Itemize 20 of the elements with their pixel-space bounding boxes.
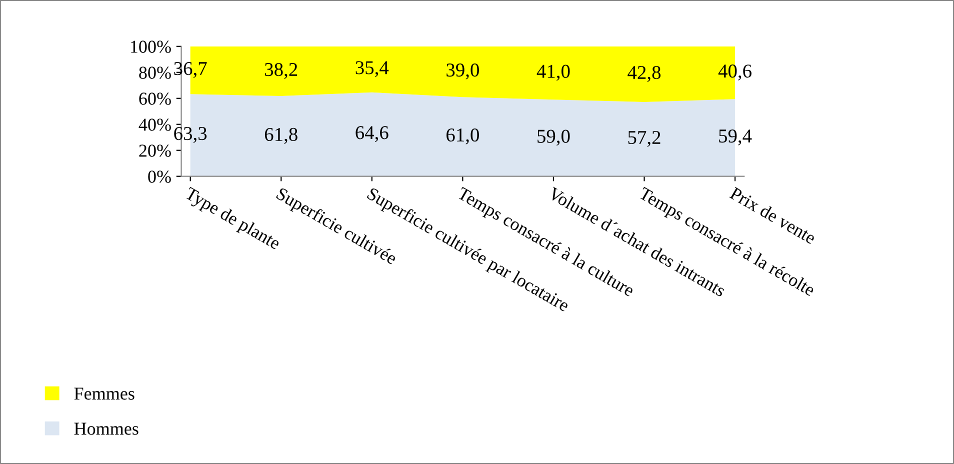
data-label: 59,4 [719, 130, 752, 146]
legend-label: Hommes [74, 422, 138, 435]
data-label: 61,0 [446, 128, 479, 144]
y-tick-label: 80% [139, 66, 171, 79]
y-tick-label: 0% [148, 170, 171, 183]
data-label: 38,2 [265, 62, 298, 79]
data-label: 61,8 [264, 128, 298, 144]
data-label: 42,8 [628, 66, 661, 82]
data-label: 35,4 [356, 61, 389, 78]
legend-label: Femmes [74, 388, 134, 400]
data-label: 39,0 [446, 63, 479, 80]
data-label: 64,6 [356, 126, 388, 142]
data-label: 57,2 [628, 130, 660, 147]
y-tick-label: 100% [131, 40, 171, 53]
y-tick-label: 40% [138, 118, 171, 131]
data-label: 41,0 [536, 64, 570, 81]
data-label: 63,3 [174, 127, 207, 143]
data-label: 59,0 [538, 130, 570, 146]
y-tick-label: 20% [139, 144, 171, 157]
y-tick-label: 60% [139, 92, 171, 105]
